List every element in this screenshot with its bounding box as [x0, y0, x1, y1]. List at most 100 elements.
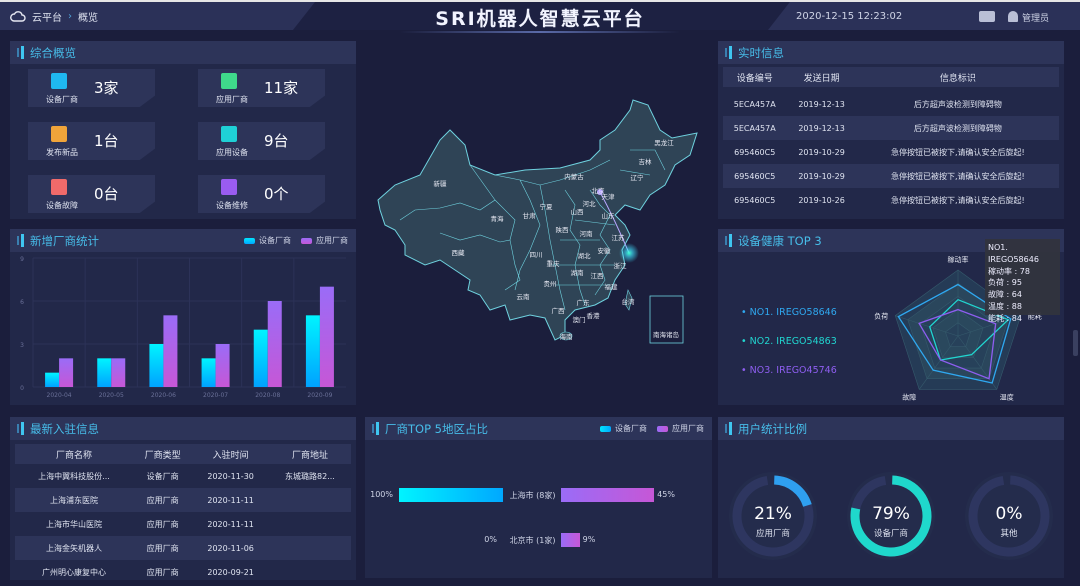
table-cell [269, 512, 351, 536]
tooltip-title: NO1. IREGO58646 [988, 243, 1039, 264]
bar-app[interactable] [215, 344, 230, 387]
donut-value-arc[interactable] [732, 475, 814, 557]
legend-device[interactable]: 设备厂商 [600, 423, 647, 434]
health-item-2[interactable]: • NO2. IREGO54863 [741, 336, 837, 347]
province-label: 云南 [517, 292, 531, 301]
table-row[interactable]: 695460C5 2019-10-29 急停按钮已被按下,请确认安全后旋起! [723, 140, 1059, 164]
table-row[interactable]: 上海中翼科技股份... 设备厂商 2020-11-30 东城璐路82... [15, 464, 351, 488]
legend-device[interactable]: 设备厂商 [244, 235, 291, 246]
table-cell: 设备厂商 [146, 471, 179, 481]
bar-app[interactable] [163, 315, 178, 387]
bar-device[interactable] [149, 344, 164, 387]
province-label: 山东 [602, 211, 616, 220]
region-bar-app[interactable] [561, 488, 655, 502]
table-cell [269, 560, 351, 580]
bar-device[interactable] [253, 329, 268, 387]
province-label: 四川 [530, 251, 543, 259]
radar-axis [957, 335, 998, 390]
legend-app[interactable]: 应用厂商 [301, 235, 348, 246]
table-row[interactable]: 5ECA457A 2019-12-13 后方超声波检测到障碍物 [723, 92, 1059, 116]
column-header[interactable]: 设备编号 [723, 67, 787, 87]
header-right [768, 2, 1080, 30]
bar-app[interactable] [319, 286, 334, 387]
bar-app[interactable] [267, 301, 282, 387]
card-label: 设备维修 [216, 201, 248, 210]
card-value: 9台 [264, 132, 289, 150]
panel-title: 最新入驻信息 [30, 421, 99, 436]
south-sea-inset [649, 295, 684, 344]
health-item-1[interactable]: • NO1. IREGO58646 [741, 307, 837, 318]
donut-chart [965, 472, 1053, 560]
table-cell: 急停按钮已被按下,请确认安全后旋起! [856, 164, 1059, 188]
y-tick-label: 9 [20, 256, 24, 263]
table-cell: 2019-12-13 [798, 99, 845, 109]
overview-card[interactable]: 应用厂商 11家 [198, 69, 325, 107]
region-left-label: 100% [370, 490, 393, 499]
panel-header: 综合概览 [10, 41, 356, 64]
province-label: 吉林 [639, 157, 653, 166]
overview-card[interactable]: 设备维修 0个 [198, 175, 325, 213]
table-row[interactable]: 广州明心康复中心 应用厂商 2020-09-21 [15, 560, 351, 580]
panel-title: 综合概览 [30, 45, 76, 60]
overview-card[interactable]: 设备厂商 3家 [28, 69, 155, 107]
table-cell: 应用厂商 [133, 536, 193, 560]
y-tick-label: 6 [20, 299, 24, 306]
card-value: 0个 [264, 185, 289, 203]
bar-device[interactable] [305, 315, 320, 387]
user-menu[interactable]: 管理员 [1022, 14, 1050, 24]
tooltip-line: 能耗 : 84 [988, 313, 1022, 323]
health-item-3[interactable]: • NO3. IREGO45746 [741, 365, 837, 376]
china-outline [377, 99, 698, 341]
province-label: 河北 [583, 200, 597, 208]
column-header[interactable]: 厂商名称 [15, 444, 133, 464]
table-cell: 2020-11-11 [207, 519, 254, 529]
table-row[interactable]: 上海金矢机器人 应用厂商 2020-11-06 [15, 536, 351, 560]
column-header[interactable]: 厂商类型 [133, 444, 193, 464]
message-icon[interactable] [979, 11, 995, 22]
table-row[interactable]: 5ECA457A 2019-12-13 后方超声波检测到障碍物 [723, 116, 1059, 140]
province-label: 海南 [560, 332, 574, 341]
donut-value-arc[interactable] [850, 475, 932, 557]
bar-device[interactable] [45, 372, 60, 387]
bar-chart: 0 3 6 9 2020-04 2020-05 2020-06 2020-07 2020-08 2… [20, 256, 346, 399]
table-cell: 广州明心康复中心 [42, 567, 106, 577]
title-underline [400, 31, 680, 33]
province-label: 江西 [591, 272, 605, 280]
column-header[interactable]: 厂商地址 [268, 444, 351, 464]
scrollbar[interactable] [1073, 330, 1078, 356]
shanghai-marker[interactable] [619, 243, 639, 263]
table-cell: 上海金矢机器人 [15, 536, 133, 560]
column-header[interactable]: 信息标识 [856, 67, 1059, 87]
overview-card[interactable]: 应用设备 9台 [198, 122, 325, 160]
table-row[interactable]: 上海市华山医院 应用厂商 2020-11-11 [15, 512, 351, 536]
table-row[interactable]: 695460C5 2019-10-26 急停按钮已被按下,请确认安全后旋起! [723, 188, 1059, 212]
legend-app[interactable]: 应用厂商 [657, 423, 704, 434]
province-label: 甘肃 [523, 211, 537, 220]
bar-app[interactable] [59, 358, 74, 387]
latest-table: 厂商名称 厂商类型 入驻时间 厂商地址 上海中翼科技股份... 设备厂商 2020-11-3… [15, 444, 351, 580]
region-right-label: 45% [657, 490, 675, 499]
region-bar-app[interactable] [561, 533, 580, 547]
region-bar-device[interactable] [399, 488, 503, 502]
beijing-marker[interactable] [597, 189, 603, 195]
table-row[interactable]: 695460C5 2019-10-29 急停按钮已被按下,请确认安全后旋起! [723, 164, 1059, 188]
column-header[interactable]: 发送日期 [786, 67, 857, 87]
province-borders [399, 149, 666, 311]
breadcrumb-root[interactable]: 云平台 [32, 12, 62, 24]
radar-series-3[interactable] [918, 308, 997, 380]
bar-app[interactable] [111, 358, 126, 387]
radar-series-2[interactable] [929, 298, 1010, 361]
table-row[interactable]: 上海浦东医院 应用厂商 2020-11-11 [15, 488, 351, 512]
table-cell: 上海浦东医院 [15, 488, 133, 512]
overview-card[interactable]: 发布新品 1台 [28, 122, 155, 160]
donut-label: 设备厂商 [873, 529, 908, 539]
column-header[interactable]: 入驻时间 [192, 444, 269, 464]
overview-card[interactable]: 设备故障 0台 [28, 175, 155, 213]
breadcrumb: 云平台 › 概览 [0, 2, 315, 30]
bar-device[interactable] [201, 358, 216, 387]
province-label: 西藏 [452, 248, 466, 257]
table-cell: 2020-11-30 [207, 471, 254, 481]
panel-header: 用户统计比例 [718, 417, 1064, 440]
bar-device[interactable] [97, 358, 112, 387]
